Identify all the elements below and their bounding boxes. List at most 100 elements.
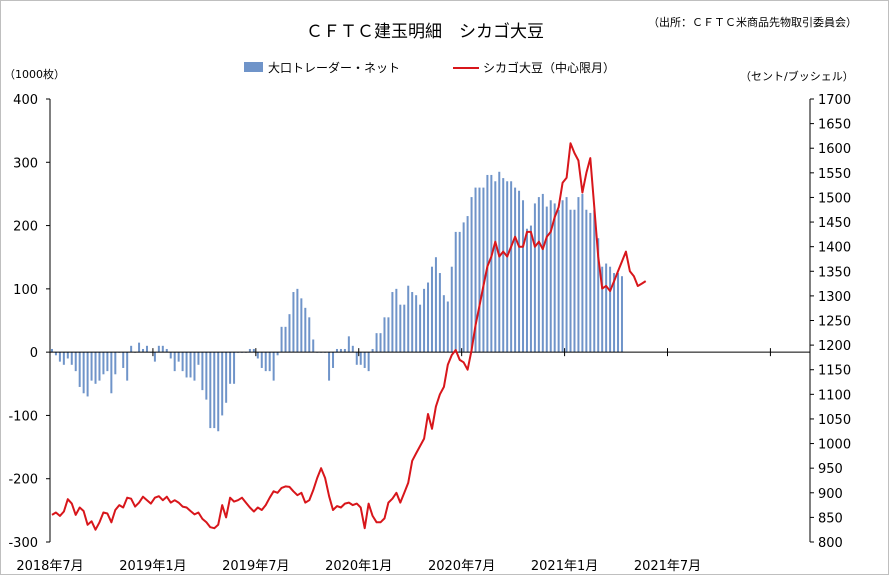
net-position-bar [395,288,398,353]
net-position-bar [553,203,556,353]
net-position-bar [312,339,315,353]
net-position-bar [577,197,580,353]
x-axis-tick-label: 2019年1月 [119,559,186,574]
net-position-bar [122,352,125,368]
right-axis-tick-label: 900 [818,487,843,502]
net-position-bar [383,317,386,353]
right-axis-unit-label: （セント/ブッシェル） [740,69,854,83]
net-position-bar [506,181,509,353]
net-position-bar [537,197,540,353]
net-position-bar [407,285,410,353]
net-position-bar [565,197,568,353]
net-position-bar [609,266,612,353]
net-position-bar [193,352,196,381]
net-position-bar [335,348,338,353]
left-axis-tick-label: 100 [13,283,38,298]
net-position-bar [256,352,259,359]
net-position-bar [522,200,525,353]
x-axis-tick-label: 2018年7月 [16,559,83,574]
plot-area: 4003002001000-100-200-300170016501600155… [8,93,851,574]
right-axis-tick-label: 1550 [818,167,851,182]
net-position-bar [296,288,299,353]
net-position-bar [50,348,53,353]
net-position-bar [165,348,168,353]
right-axis-tick-label: 1300 [818,290,851,305]
net-position-bar [462,222,465,353]
net-position-bar [593,209,596,353]
right-axis-tick-label: 1150 [818,364,851,379]
net-position-bar [454,231,457,353]
right-axis-tick-label: 950 [818,462,843,477]
net-position-bar [70,352,73,365]
right-axis-tick-label: 1000 [818,438,851,453]
net-position-bar [292,292,295,353]
soybean-price-line [51,142,647,531]
net-position-bar [308,317,311,353]
net-position-bar [169,352,172,359]
net-position-bar [569,209,572,353]
legend-line-label: シカゴ大豆（中心限月） [483,60,615,75]
net-position-bar [142,348,145,353]
left-axis-tick-label: 400 [13,93,38,108]
net-position-bar [399,304,402,353]
net-position-bar [359,352,362,365]
right-axis-tick-label: 1700 [818,93,851,108]
net-position-bar [209,352,212,429]
net-position-bar [98,352,101,381]
net-position-bar [613,273,616,353]
net-position-bar [411,292,414,353]
net-position-bar [446,301,449,353]
net-position-bar [94,352,97,384]
net-position-bar [597,238,600,353]
net-position-bar [268,352,271,372]
net-position-bar [229,352,232,384]
left-axis-tick-label: 200 [13,220,38,235]
net-position-bar [355,352,358,365]
net-position-bar [581,193,584,353]
net-position-bar [213,352,216,429]
x-axis-tick-label: 2020年1月 [325,559,392,574]
net-position-bar [189,352,192,378]
net-position-bar [161,345,164,353]
net-position-bar [585,209,588,353]
net-position-bar [86,352,89,397]
net-position-bar [205,352,208,400]
net-position-bar [185,352,188,378]
net-position-bar [561,200,564,353]
net-position-bar [138,342,141,353]
right-axis-tick-label: 1450 [818,216,851,231]
net-position-bar [130,345,133,353]
net-position-bar [90,352,93,381]
net-position-bar [280,326,283,353]
right-axis-tick-label: 850 [818,511,843,526]
net-position-bar [434,257,437,353]
net-position-bar [371,348,374,353]
net-position-bar [367,352,370,372]
right-axis-tick-label: 1600 [818,142,851,157]
net-position-bar [197,352,200,365]
net-position-bar [177,352,180,362]
net-position-bar [343,348,346,353]
net-position-bar [617,273,620,353]
left-axis-tick-label: -100 [8,409,38,424]
net-position-bar [260,352,263,368]
net-position-bar [300,298,303,353]
right-axis-tick-label: 1500 [818,191,851,206]
net-position-bar [347,336,350,353]
net-position-bar [173,352,176,372]
net-position-bar [102,352,105,375]
chart-title: ＣＦＴＣ建玉明細 シカゴ大豆 [306,21,544,42]
net-position-bar [494,181,497,353]
net-position-bar [490,174,493,353]
net-position-bar [233,352,236,384]
net-position-bar [525,228,528,353]
net-position-bar [284,326,287,353]
net-position-bar [82,352,85,394]
net-position-bar [573,209,576,353]
net-position-bar [248,348,251,353]
net-position-bar [557,209,560,353]
source-note: （出所：ＣＦＴＣ米商品先物取引委員会） [648,15,857,29]
net-position-bar [363,352,366,368]
right-axis-tick-label: 1100 [818,388,851,403]
